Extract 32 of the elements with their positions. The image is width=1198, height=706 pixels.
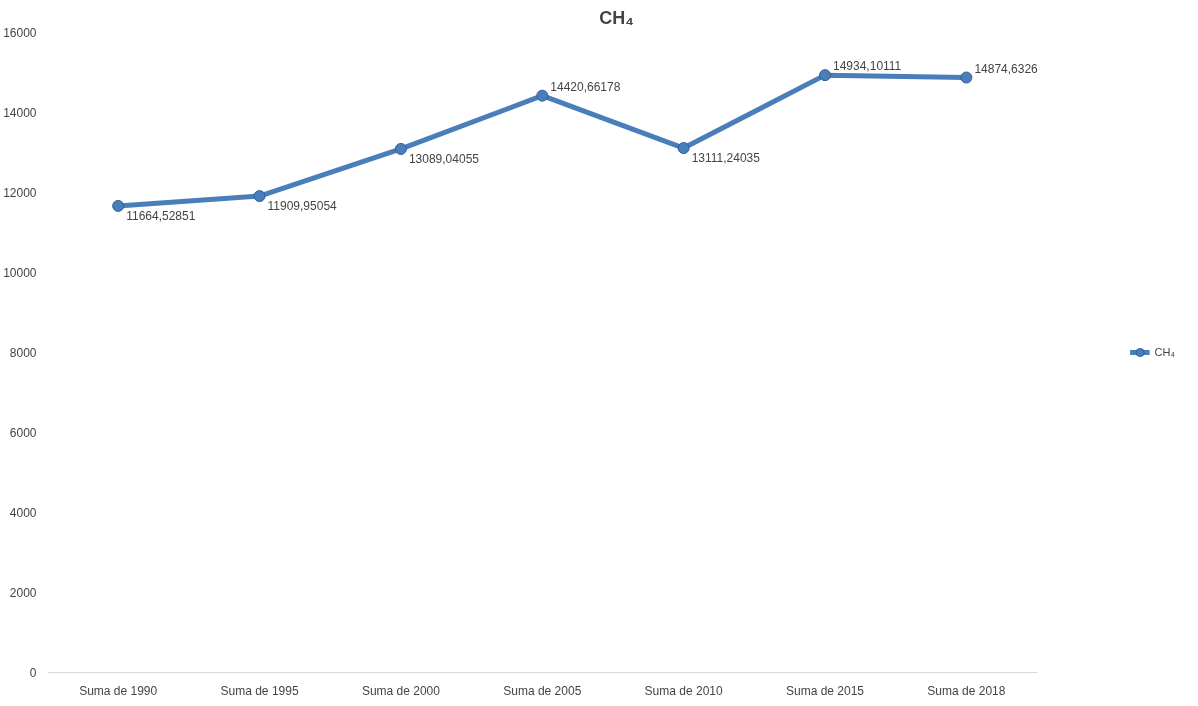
data-label: 11909,95054 — [267, 199, 338, 214]
data-label: 13111,24035 — [691, 151, 761, 166]
point — [960, 71, 973, 84]
y-tick-label: 0 — [29, 666, 37, 680]
point — [253, 190, 266, 203]
y-tick-label: 14000 — [3, 106, 37, 120]
data-label: 14874,6326 — [974, 61, 1039, 76]
x-tick-label: Suma de 2000 — [361, 683, 441, 698]
x-tick-label: Suma de 2005 — [503, 683, 582, 698]
data-label: 14420,66178 — [550, 79, 621, 94]
point — [819, 69, 832, 82]
x-tick-label: Suma de 1990 — [79, 683, 158, 698]
x-tick-label: Suma de 2018 — [927, 683, 1006, 698]
point — [394, 142, 407, 155]
y-tick-label: 2000 — [9, 586, 37, 600]
data-label: 14934,10111 — [833, 59, 902, 74]
y-tick-label: 8000 — [9, 346, 37, 360]
x-tick-label: Suma de 2015 — [785, 683, 865, 698]
y-tick-label: 16000 — [3, 26, 37, 40]
y-tick-label: 10000 — [3, 266, 37, 280]
legend-label: CH₄ — [1154, 346, 1175, 358]
point — [536, 89, 549, 102]
x-tick-label: Suma de 1995 — [220, 683, 299, 698]
x-tick-label: Suma de 2010 — [644, 683, 723, 698]
point — [112, 199, 125, 212]
chart-title: CH₄ — [599, 7, 634, 28]
data-label: 11664,52851 — [126, 208, 196, 223]
y-tick-label: 4000 — [9, 506, 37, 520]
y-tick-label: 6000 — [9, 426, 37, 440]
y-tick-label: 12000 — [3, 186, 37, 200]
data-label: 13089,04055 — [408, 151, 480, 166]
point — [677, 142, 690, 155]
